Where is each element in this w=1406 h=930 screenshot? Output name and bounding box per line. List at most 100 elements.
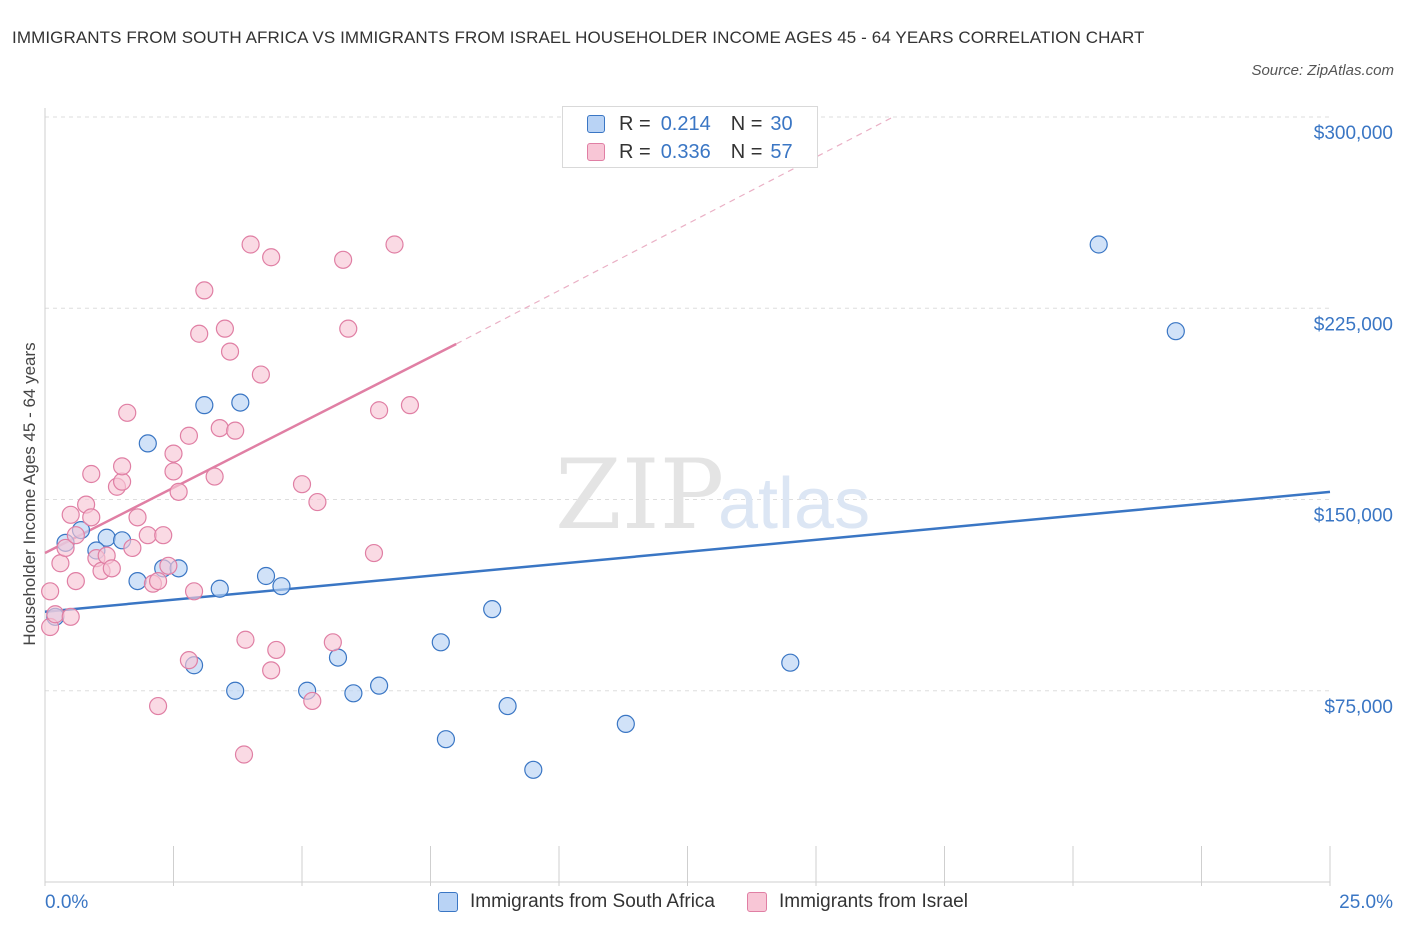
israel-point (339, 319, 358, 338)
source-label: Source: ZipAtlas.com (1251, 62, 1394, 79)
n-value: 30 (770, 112, 793, 135)
israel-point (210, 419, 229, 438)
south-africa-point (1089, 235, 1108, 254)
israel-point (66, 571, 85, 591)
israel-point (385, 235, 404, 254)
tick-labels: $75,000 $150,000 $225,000 $300,000 0.0% 25.0% (45, 123, 1393, 913)
south-africa-point (226, 681, 245, 700)
israel-point (61, 607, 80, 626)
south-africa-point (498, 696, 517, 716)
legend-item-south-africa[interactable]: Immigrants from South Africa (438, 891, 715, 913)
south-africa-trend-line (44, 490, 1331, 613)
israel-point (118, 403, 137, 422)
israel-point (164, 462, 183, 481)
y-tick-label: $75,000 (1324, 697, 1393, 718)
south-africa-point (128, 571, 147, 591)
south-africa-point (256, 566, 276, 586)
israel-point (82, 464, 101, 484)
south-africa-point (370, 676, 389, 695)
israel-point (56, 538, 75, 558)
israel-point (41, 582, 60, 601)
y-axis-label: Householder Income Ages 45 - 64 years (20, 342, 39, 645)
israel-point (308, 492, 327, 512)
r-value: 0.336 (660, 140, 711, 163)
israel-swatch (587, 143, 605, 161)
south-africa-swatch (587, 115, 605, 133)
israel-point (179, 651, 199, 670)
israel-point (138, 526, 157, 545)
israel-point (61, 505, 80, 524)
r-value: 0.214 (660, 112, 711, 135)
israel-point (112, 472, 132, 491)
israel-point (262, 248, 281, 267)
israel-point (205, 467, 224, 486)
israel-point (215, 319, 234, 338)
south-africa-point (231, 393, 250, 412)
watermark-atlas: atlas (718, 464, 870, 544)
r-label: R = (619, 112, 651, 135)
legend-label-israel: Immigrants from Israel (778, 891, 968, 912)
watermark: ZIP atlas (555, 439, 870, 551)
south-africa-point (195, 396, 214, 415)
israel-point (179, 426, 199, 445)
israel-point (169, 482, 188, 501)
n-value: 57 (770, 140, 793, 163)
israel-point (154, 526, 173, 545)
south-africa-point (781, 653, 800, 672)
israel-point (303, 691, 322, 711)
stats-legend-row-israel: R = 0.336 N = 57 (587, 139, 793, 165)
israel-point (66, 526, 85, 545)
israel-point (364, 543, 384, 563)
south-africa-point (483, 600, 502, 619)
stats-legend-row-south-africa: R = 0.214 N = 30 (587, 111, 793, 137)
y-tick-label: $150,000 (1314, 506, 1393, 527)
legend-item-israel[interactable]: Immigrants from Israel (746, 891, 968, 913)
r-label: R = (619, 140, 651, 163)
israel-point (292, 475, 312, 494)
israel-point (102, 559, 121, 578)
south-africa-point (210, 579, 229, 598)
israel-point (241, 235, 260, 254)
israel-point (195, 281, 214, 300)
israel-trend-extension (455, 116, 894, 345)
south-africa-point (1166, 322, 1185, 341)
israel-point (370, 401, 389, 420)
south-africa-point (616, 714, 635, 734)
israel-point (46, 605, 65, 624)
israel-point (148, 571, 168, 591)
israel-point (51, 554, 70, 573)
n-label: N = (730, 112, 763, 135)
y-tick-label: $300,000 (1314, 123, 1393, 144)
israel-point (164, 444, 183, 463)
south-africa-point (344, 684, 363, 703)
israel-point (220, 342, 240, 361)
chart-title: IMMIGRANTS FROM SOUTH AFRICA VS IMMIGRAN… (12, 28, 1145, 47)
y-tick-label: $225,000 (1314, 314, 1393, 335)
south-africa-point (436, 730, 456, 749)
israel-point (82, 508, 101, 527)
israel-point (234, 745, 254, 764)
x-tick-label: 0.0% (45, 892, 88, 913)
axes (44, 108, 1331, 886)
israel-point (112, 457, 132, 476)
israel-point (262, 661, 281, 680)
israel-point (267, 640, 286, 660)
israel-trend-line (44, 342, 457, 555)
legend-label-south-africa: Immigrants from South Africa (470, 891, 715, 912)
south-africa-point (138, 434, 157, 453)
south-africa-point (328, 648, 348, 667)
south-africa-point (524, 760, 543, 779)
south-africa-point (272, 577, 291, 596)
israel-point (334, 250, 353, 269)
israel-point (236, 630, 255, 649)
israel-point (123, 538, 142, 558)
israel-point (323, 633, 342, 652)
israel-point (148, 696, 168, 716)
x-tick-label: 25.0% (1339, 892, 1393, 913)
israel-point (251, 365, 270, 384)
watermark-zip: ZIP (555, 439, 724, 551)
israel-legend-swatch (746, 892, 767, 912)
israel-point (159, 556, 178, 575)
israel-point (190, 324, 209, 343)
